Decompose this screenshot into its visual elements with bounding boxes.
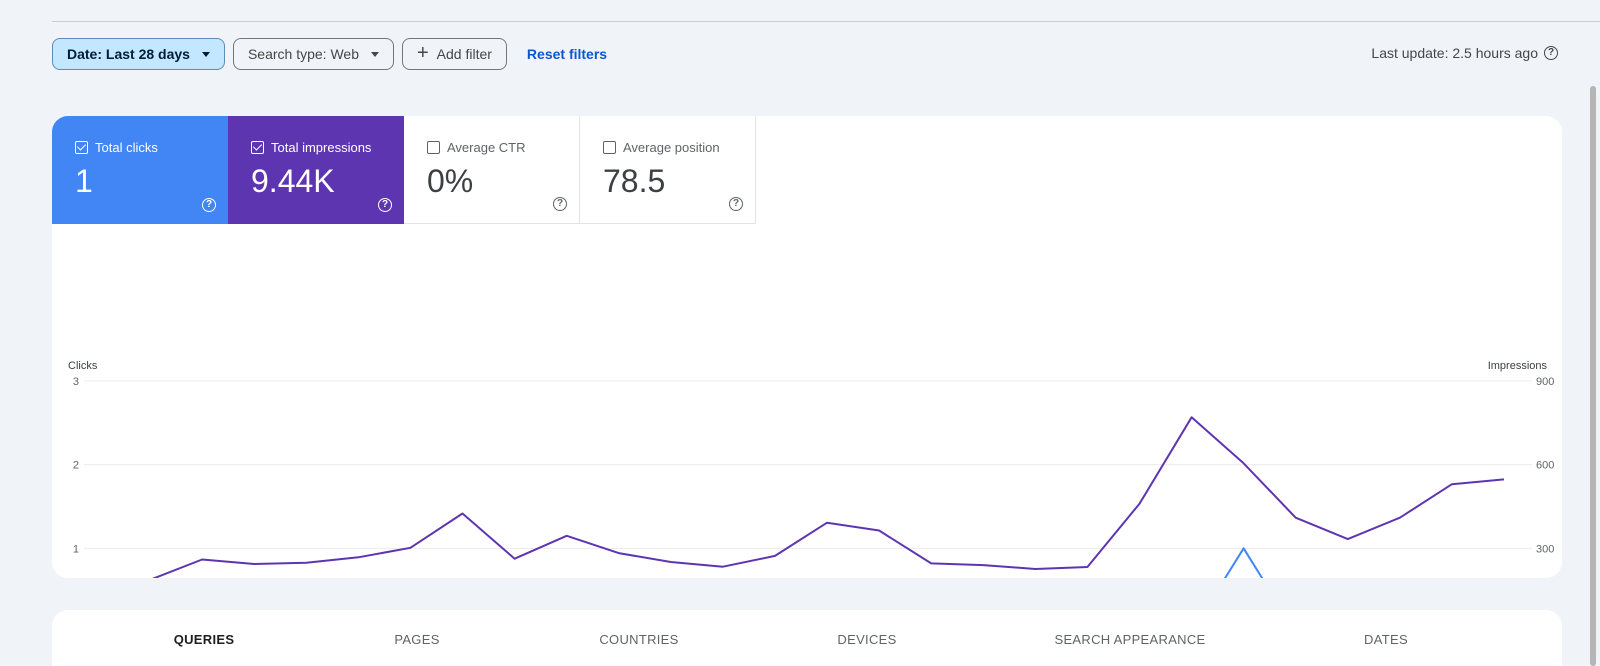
help-icon[interactable]: ? bbox=[378, 198, 392, 212]
filter-bar: Date: Last 28 days Search type: Web + Ad… bbox=[52, 38, 607, 70]
checkbox-icon[interactable] bbox=[251, 141, 264, 154]
last-update: Last update: 2.5 hours ago ? bbox=[1371, 45, 1558, 61]
search-type-label: Search type: Web bbox=[247, 46, 359, 62]
checkbox-icon[interactable] bbox=[75, 141, 88, 154]
reset-filters-link[interactable]: Reset filters bbox=[526, 46, 608, 62]
tab-countries[interactable]: COUNTRIES bbox=[599, 632, 679, 647]
metric-total-impressions[interactable]: Total impressions 9.44K ? bbox=[228, 116, 404, 224]
y-right-axis-title: Impressions bbox=[1488, 360, 1548, 372]
metric-label: Total impressions bbox=[271, 140, 372, 155]
metric-value: 78.5 bbox=[603, 163, 666, 199]
tab-devices[interactable]: DEVICES bbox=[837, 632, 897, 647]
date-filter-chip[interactable]: Date: Last 28 days bbox=[52, 38, 225, 70]
y-right-tick-label: 900 bbox=[1536, 376, 1554, 388]
y-left-axis-title: Clicks bbox=[68, 360, 98, 372]
series-line-impressions bbox=[151, 416, 1505, 578]
performance-chart-card: Total clicks 1 ? Total impressions 9.44K… bbox=[52, 116, 1562, 578]
tab-pages[interactable]: PAGES bbox=[394, 632, 440, 647]
add-filter-label: Add filter bbox=[436, 46, 492, 62]
search-type-chip[interactable]: Search type: Web bbox=[232, 38, 394, 70]
chevron-down-icon bbox=[370, 51, 379, 57]
metric-label: Average CTR bbox=[447, 140, 526, 155]
tab-dates[interactable]: DATES bbox=[1364, 632, 1408, 647]
metric-tiles: Total clicks 1 ? Total impressions 9.44K… bbox=[52, 116, 1562, 224]
metric-label: Total clicks bbox=[95, 140, 158, 155]
chevron-down-icon bbox=[201, 51, 210, 57]
tab-queries[interactable]: QUERIES bbox=[173, 632, 235, 647]
last-update-text: Last update: 2.5 hours ago bbox=[1371, 45, 1538, 61]
metric-average-ctr[interactable]: Average CTR 0% ? bbox=[404, 116, 580, 224]
add-filter-button[interactable]: + Add filter bbox=[401, 38, 507, 70]
help-icon[interactable]: ? bbox=[553, 197, 567, 211]
metric-label: Average position bbox=[623, 140, 720, 155]
metric-average-position[interactable]: Average position 78.5 ? bbox=[580, 116, 756, 224]
metric-value: 9.44K bbox=[251, 163, 335, 199]
dimension-tabs: QUERIES PAGES COUNTRIES DEVICES SEARCH APPEA… bbox=[52, 610, 1562, 666]
y-right-tick-label: 600 bbox=[1536, 460, 1554, 472]
checkbox-icon[interactable] bbox=[603, 141, 616, 154]
y-right-tick-label: 300 bbox=[1536, 543, 1554, 555]
help-icon[interactable]: ? bbox=[729, 197, 743, 211]
plus-icon: + bbox=[416, 42, 429, 64]
help-icon[interactable]: ? bbox=[202, 198, 216, 212]
y-left-tick-label: 1 bbox=[73, 543, 79, 555]
date-filter-label: Date: Last 28 days bbox=[67, 46, 190, 62]
help-icon[interactable]: ? bbox=[1544, 46, 1558, 60]
y-left-tick-label: 2 bbox=[73, 460, 79, 472]
performance-line-chart[interactable]: Clicks Impressions 3900260013000023/03/2… bbox=[52, 224, 1562, 578]
metric-value: 1 bbox=[75, 163, 93, 199]
tab-search-appearance[interactable]: SEARCH APPEARANCE bbox=[1054, 632, 1206, 647]
metric-total-clicks[interactable]: Total clicks 1 ? bbox=[52, 116, 228, 224]
checkbox-icon[interactable] bbox=[427, 141, 440, 154]
y-left-tick-label: 3 bbox=[73, 376, 79, 388]
top-divider bbox=[52, 21, 1600, 22]
scrollbar[interactable] bbox=[1590, 86, 1596, 666]
metric-value: 0% bbox=[427, 163, 474, 199]
